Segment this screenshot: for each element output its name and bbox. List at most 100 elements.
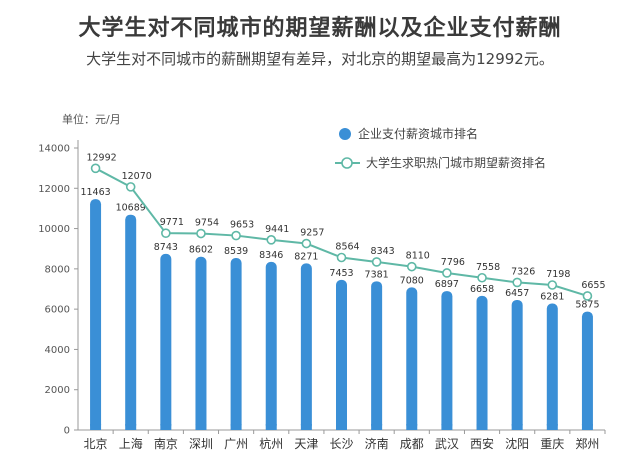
line-point [125,182,136,192]
x-tick-label: 重庆 [540,437,564,451]
bar [371,281,383,430]
line-value-label: 12070 [122,171,152,182]
line-value-label: 9653 [230,220,254,231]
bar [90,199,102,430]
bar [195,256,207,430]
bar-value-label: 6658 [470,284,494,295]
bar-value-label: 8743 [154,242,178,253]
x-tick-label: 南京 [154,436,178,451]
bar-base [230,424,242,430]
bar [546,303,558,430]
line-series: 12992 12070 9771 9754 9653 9441 9257 8564 8343 81… [86,152,606,301]
line-point [90,163,101,174]
y-tick-label: 2000 [45,385,70,396]
bar-value-label: 6281 [540,291,564,302]
bar-base [336,424,347,430]
bar-base [511,424,523,430]
line-point [406,261,417,272]
line-value-label: 7198 [546,269,570,280]
legend-bar-swatch [339,128,351,140]
bar-base [195,424,207,430]
bar-base [300,424,312,430]
x-tick-label: 郑州 [575,436,599,451]
line-point [512,277,522,288]
line-value-label: 12992 [86,152,116,163]
bar [125,214,137,430]
bar-value-label: 8602 [189,245,213,256]
line-value-label: 7558 [476,262,500,273]
bar [581,311,593,430]
bar-base [265,424,277,430]
bar-base [371,424,383,430]
y-tick-label: 4000 [45,345,70,356]
bar [476,295,488,430]
bar-value-label: 7453 [329,268,353,279]
legend-line-marker [341,157,353,169]
bar [160,253,172,430]
line-point [371,257,382,267]
line-point [336,252,347,263]
bar-base [546,424,558,430]
axes: 0 2000 4000 6000 8000 10000 12000 14000 北京 上海 南京 深圳… [38,140,606,451]
legend-line-label: 大学生求职热门城市期望薪资排名 [366,155,546,170]
bar-base [125,424,137,430]
y-tick-label: 6000 [45,305,70,316]
bar-value-label: 6457 [505,288,529,299]
bar-base [476,424,488,430]
bar [300,263,312,430]
line-point [582,291,593,301]
unit-label: 单位：元/月 [62,112,121,126]
y-tick-label: 10000 [38,224,70,235]
bar-value-label: 8346 [259,250,283,261]
line-value-label: 8564 [335,241,359,252]
x-tick-label: 深圳 [189,437,213,451]
x-tick-label: 上海 [119,436,143,451]
line-value-label: 7326 [511,266,535,277]
bar [406,287,418,430]
x-tick-label: 广州 [224,437,248,451]
bar-series: 11463 10689 8743 8602 8539 8346 8271 7453 7381 70… [80,187,600,430]
y-tick-label: 12000 [38,184,70,195]
line-value-label: 7796 [441,257,465,268]
y-tick-label: 8000 [45,264,70,275]
bar [230,258,242,430]
bar-base [441,424,453,430]
line-point [196,228,206,239]
line-value-label: 6655 [581,280,605,291]
y-tick-label: 14000 [38,144,70,155]
bar [441,291,453,430]
legend-bar-label: 企业支付薪资城市排名 [358,126,478,141]
line-point [266,235,277,245]
bar-value-label: 7080 [400,275,424,286]
bar-base [581,424,593,430]
line-value-label: 9441 [265,224,289,235]
x-tick-label: 长沙 [329,437,353,451]
line-value-label: 8110 [406,251,430,262]
line-value-label: 9754 [195,218,219,229]
bar [511,299,523,430]
x-tick-label: 天津 [294,437,318,451]
x-tick-label: 北京 [84,437,108,451]
x-tick-label: 济南 [365,436,389,451]
bar-base [90,424,102,430]
bar-base [160,424,172,430]
bar [265,261,277,430]
line-value-label: 8343 [371,246,395,257]
line-point [477,272,487,283]
x-tick-label: 西安 [470,436,494,451]
line-point [231,230,241,241]
bar-value-label: 8539 [224,246,248,257]
bar-value-label: 10689 [116,203,146,214]
bar-value-label: 11463 [80,187,110,198]
line-point [161,228,171,238]
y-tick-label: 0 [64,426,70,437]
bar-value-label: 8271 [294,251,318,262]
x-tick-label: 沈阳 [505,436,529,451]
line-point [301,238,312,249]
line-point [547,280,558,290]
bar-value-label: 7381 [365,269,389,280]
line-point [442,268,452,278]
bar-value-label: 5875 [575,300,599,311]
